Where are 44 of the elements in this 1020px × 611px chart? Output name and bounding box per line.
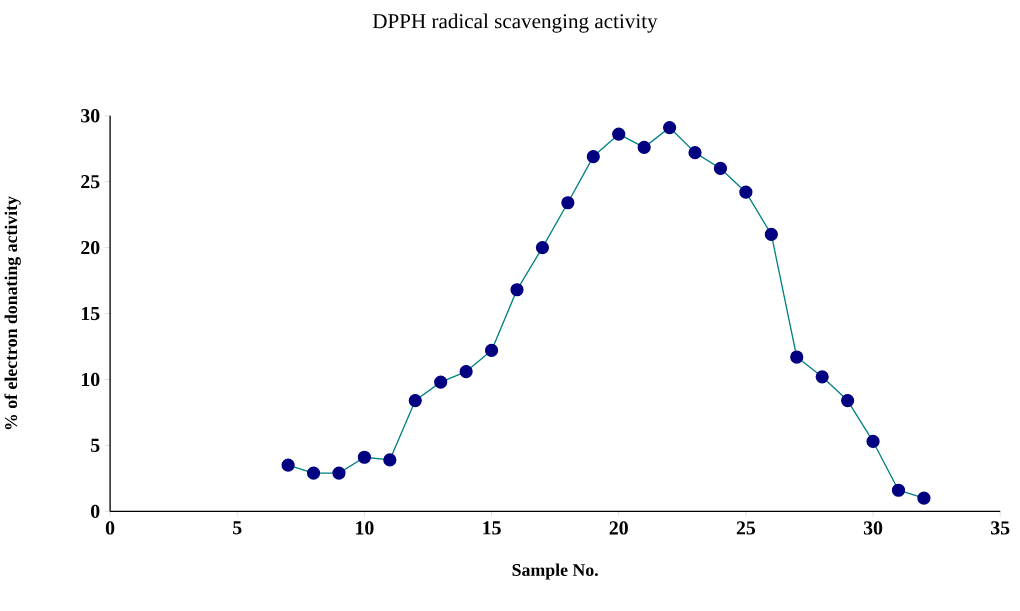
x-tick-label: 10 xyxy=(356,521,374,535)
y-tick-label: 25 xyxy=(81,174,100,189)
y-tick-label: 30 xyxy=(81,108,100,123)
point xyxy=(891,483,906,497)
point xyxy=(306,466,321,480)
point xyxy=(484,343,499,357)
point xyxy=(586,149,600,164)
point xyxy=(510,283,524,297)
point xyxy=(459,364,473,379)
point xyxy=(535,240,550,255)
point xyxy=(917,491,931,505)
x-tick-label: 0 xyxy=(105,521,115,535)
point xyxy=(332,466,346,480)
point xyxy=(281,458,295,472)
point xyxy=(713,161,728,175)
chart-title: DPPH radical scavenging activity xyxy=(372,13,658,33)
point xyxy=(688,145,702,160)
x-tick-label: 15 xyxy=(483,521,501,535)
x-tick-label: 25 xyxy=(736,521,756,535)
x-tick-label: 5 xyxy=(233,521,242,535)
point xyxy=(383,453,397,467)
point xyxy=(408,393,422,408)
point xyxy=(841,393,855,408)
point xyxy=(434,375,448,389)
point xyxy=(357,450,371,464)
point xyxy=(739,185,753,199)
point xyxy=(561,196,575,210)
y-tick-label: 0 xyxy=(91,504,100,518)
point xyxy=(866,434,880,448)
point xyxy=(764,227,778,241)
x-tick-label: 35 xyxy=(991,521,1010,535)
y-tick-label: 5 xyxy=(91,438,100,452)
point xyxy=(790,350,804,364)
x-axis-title: Sample No. xyxy=(512,563,598,580)
y-axis-title: % of electron donating activity xyxy=(4,196,21,430)
point xyxy=(612,127,626,141)
point xyxy=(815,370,829,384)
point xyxy=(637,140,651,154)
x-tick-label: 30 xyxy=(863,521,883,535)
y-tick-label: 10 xyxy=(81,372,100,387)
point xyxy=(663,120,677,135)
y-tick-label: 15 xyxy=(81,306,100,321)
x-tick-label: 20 xyxy=(609,521,628,535)
y-tick-label: 20 xyxy=(81,240,100,255)
